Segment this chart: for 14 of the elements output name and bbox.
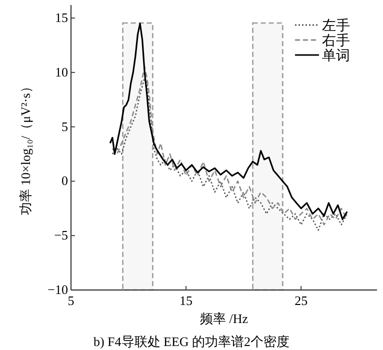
y-tick-label: 10 (55, 64, 68, 80)
y-tick-label: 15 (55, 10, 68, 26)
y-tick-label: −10 (48, 282, 68, 297)
x-tick-label: 15 (180, 293, 193, 308)
y-tick-label: −5 (54, 228, 68, 243)
y-tick-label: 5 (62, 118, 68, 134)
legend-label: 单词 (322, 48, 350, 64)
y-tick-label: 0 (62, 173, 68, 188)
legend-label: 左手 (322, 18, 350, 34)
legend-label: 右手 (322, 33, 350, 49)
y-axis-title: 功率 10×log₁₀/（μV²·s） (18, 80, 33, 215)
x-tick-label: 25 (294, 293, 308, 308)
text: b) F4导联处 EEG 的功率谱2个密度 (93, 334, 290, 349)
x-axis-title: 频率 /Hz (200, 311, 248, 326)
